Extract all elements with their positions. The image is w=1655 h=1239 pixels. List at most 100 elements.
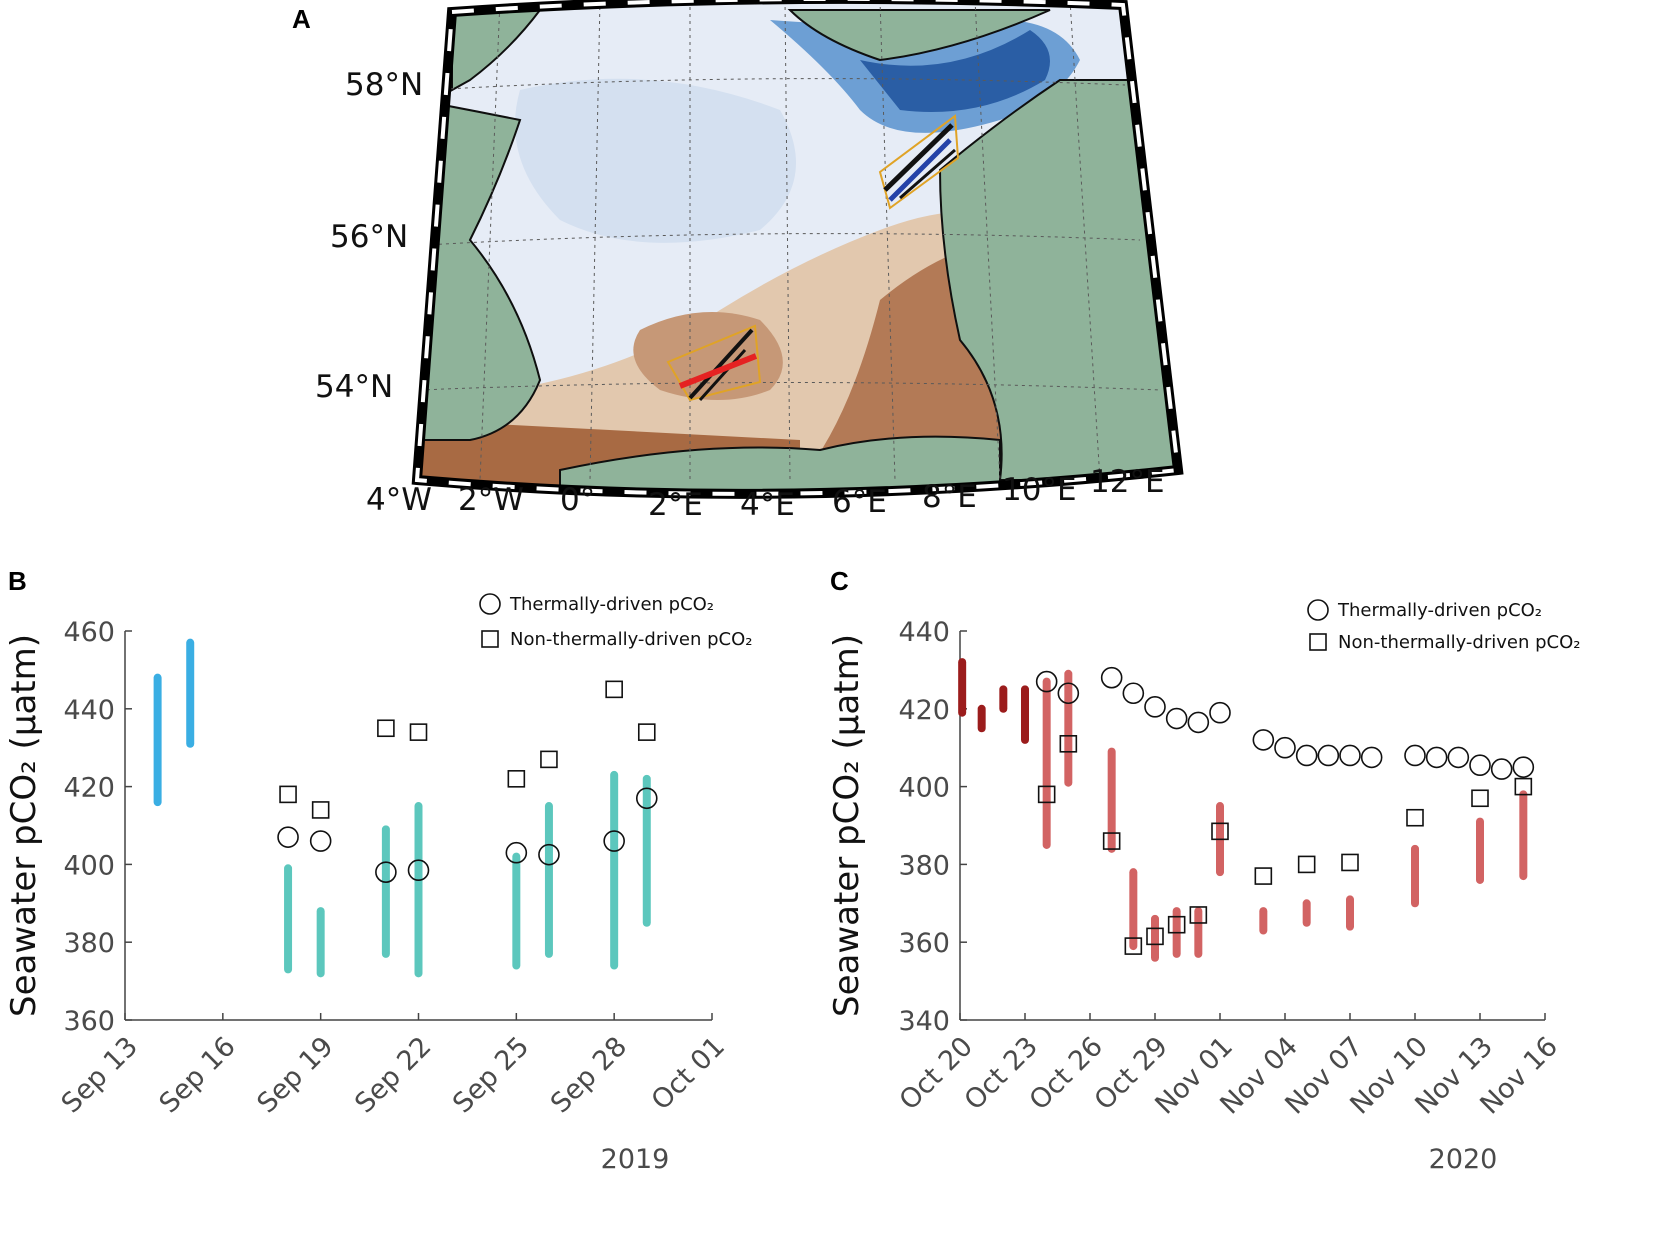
thermal-pco2-marker [1252, 729, 1275, 751]
nonthermal-pco2-marker [1471, 789, 1489, 808]
lon-label: 12°E [1090, 464, 1165, 500]
legend-nonthermal-symbol [1309, 633, 1327, 651]
y-tick-label: 400 [63, 850, 115, 881]
lon-label: 8°E [922, 479, 977, 515]
y-axis-label: Seawater pCO₂ (µatm) [827, 634, 867, 1017]
nonthermal-pco2-marker [1037, 785, 1056, 804]
y-tick-label: 440 [898, 617, 950, 648]
y-axis-label: Seawater pCO₂ (µatm) [4, 634, 44, 1017]
thermal-pco2-marker [1274, 736, 1296, 759]
legend-thermal-label: Thermally-driven pCO₂ [1337, 600, 1542, 621]
nonthermal-pco2-marker [1059, 735, 1078, 753]
thermal-pco2-marker [1209, 701, 1231, 724]
thermal-pco2-marker [1490, 758, 1513, 780]
map-frame-ticks [414, 0, 1181, 496]
thermal-pco2-marker [1469, 754, 1491, 777]
lon-label: 6°E [832, 484, 887, 520]
panel-letter: C [830, 566, 849, 596]
legend-thermal-symbol [1307, 599, 1329, 621]
lon-label: 4°W [366, 482, 432, 518]
nonthermal-pco2-marker [377, 719, 395, 738]
x-tick-label: Oct 23 [959, 1031, 1044, 1116]
map-land-britain [417, 98, 542, 441]
y-tick-label: 460 [63, 617, 115, 648]
map-land-norway [787, 9, 1051, 62]
y-tick-label: 400 [898, 773, 950, 804]
map-land-netherlands [559, 435, 1001, 494]
thermal-pco2-marker [1295, 744, 1318, 767]
panel-a-letter: A [292, 4, 311, 34]
thermal-pco2-marker [1425, 746, 1448, 769]
map-graticule [419, 0, 1161, 481]
nonthermal-pco2-marker [409, 723, 428, 741]
y-tick-label: 340 [898, 1006, 950, 1037]
thermal-pco2-marker [277, 826, 299, 848]
map-land-scotland [451, 9, 543, 92]
y-tick-label: 360 [63, 1006, 115, 1037]
map-lat-labels: 58°N 56°N 54°N [315, 67, 423, 405]
x-tick-label: Sep 25 [447, 1031, 535, 1119]
nonthermal-pco2-marker [540, 750, 558, 769]
nonthermal-pco2-marker [1297, 855, 1316, 874]
nonthermal-pco2-marker [1102, 832, 1121, 850]
x-tick-label: Sep 22 [349, 1031, 437, 1119]
legend-thermal-label: Thermally-driven pCO₂ [509, 594, 714, 615]
nonthermal-pco2-marker [1124, 937, 1143, 955]
transect-box-south [666, 324, 762, 402]
x-tick-label: Oct 20 [894, 1031, 979, 1116]
y-tick-label: 420 [898, 695, 950, 726]
lon-label: 10°E [1002, 472, 1077, 508]
x-tick-label: Oct 26 [1024, 1031, 1109, 1116]
lat-label: 54°N [315, 369, 393, 405]
thermal-pco2-marker [1512, 756, 1535, 778]
thermal-pco2-marker [603, 830, 625, 852]
nonthermal-pco2-marker [1406, 808, 1424, 827]
thermal-pco2-marker [1187, 711, 1210, 734]
x-tick-label: Sep 16 [154, 1031, 242, 1119]
nonthermal-pco2-marker [1254, 867, 1273, 885]
transect-box-north [878, 114, 960, 210]
map-dogger-bank [633, 312, 783, 400]
thermal-pco2-marker [635, 787, 658, 810]
map-panel [411, 0, 1184, 499]
map-trench-core [860, 30, 1050, 112]
thermal-pco2-marker [505, 841, 528, 864]
legend-thermal-symbol [479, 593, 501, 615]
thermal-pco2-marker [1035, 670, 1058, 693]
thermal-pco2-marker [1144, 696, 1166, 718]
y-tick-label: 420 [63, 773, 115, 804]
nonthermal-pco2-marker [637, 723, 656, 741]
nonthermal-pco2-marker [311, 801, 330, 819]
thermal-pco2-marker [375, 861, 397, 883]
map-lon-labels: 4°W 2°W 0° 2°E 4°E 6°E 8°E 10°E 12°E [366, 464, 1165, 523]
year-label: 2020 [1429, 1144, 1498, 1175]
year-label: 2019 [601, 1144, 670, 1175]
lon-label: 0° [560, 482, 595, 518]
thermal-pco2-marker [1165, 707, 1188, 730]
x-tick-label: Oct 01 [646, 1031, 731, 1116]
thermal-pco2-marker [1404, 744, 1426, 767]
thermal-pco2-marker [1339, 744, 1361, 767]
nonthermal-pco2-marker [605, 680, 623, 699]
nonthermal-pco2-marker [1167, 915, 1186, 934]
lat-label: 56°N [330, 219, 408, 255]
nonthermal-pco2-marker [279, 785, 297, 804]
lon-label: 2°W [458, 482, 524, 518]
nonthermal-pco2-marker [1341, 853, 1359, 872]
nonthermal-pco2-marker [507, 770, 526, 788]
thermal-pco2-marker [309, 830, 332, 852]
map-central-basin [515, 78, 796, 243]
thermal-pco2-marker [407, 859, 430, 882]
x-tick-label: Sep 13 [56, 1031, 144, 1119]
nonthermal-pco2-marker [1514, 777, 1533, 796]
thermal-pco2-marker [1100, 666, 1123, 689]
legend-nonthermal-symbol [481, 630, 499, 648]
legend-nonthermal-label: Non-thermally-driven pCO₂ [510, 629, 752, 650]
thermal-pco2-marker [1360, 746, 1383, 769]
thermal-pco2-marker [1122, 682, 1145, 705]
y-tick-label: 360 [898, 928, 950, 959]
lon-label: 2°E [648, 487, 703, 523]
nonthermal-pco2-marker [1146, 927, 1164, 946]
